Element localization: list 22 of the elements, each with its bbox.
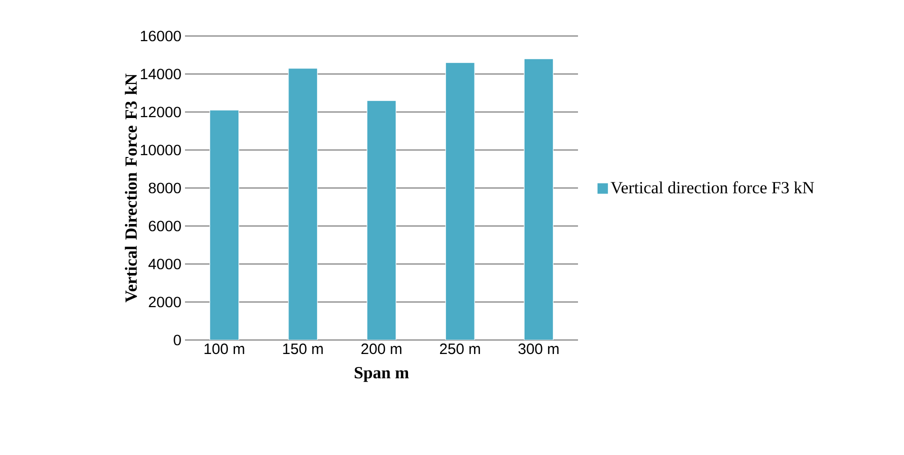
bar <box>445 62 475 340</box>
y-tick-label: 4000 <box>148 258 181 270</box>
y-tick-label: 8000 <box>148 182 181 194</box>
x-axis-title: Span m <box>354 366 409 382</box>
bar <box>288 68 318 340</box>
y-tick-label: 14000 <box>140 68 181 80</box>
y-tick-label: 2000 <box>148 296 181 308</box>
y-tick-label: 0 <box>174 334 181 346</box>
x-tick-label: 200 m <box>361 344 402 354</box>
bar <box>524 58 554 340</box>
bar <box>210 110 240 340</box>
bar <box>366 100 396 340</box>
x-tick-label: 100 m <box>204 344 244 354</box>
y-axis-title: Vertical Direction Force F3 kN <box>124 74 137 302</box>
y-tick-label: 12000 <box>140 106 181 118</box>
legend-label: Vertical direction force F3 kN <box>610 181 814 194</box>
y-tick-label: 10000 <box>140 144 181 156</box>
x-tick-label: 150 m <box>283 344 323 354</box>
x-tick-label: 250 m <box>440 344 480 354</box>
y-tick-label: 16000 <box>140 30 181 42</box>
x-tick-label: 300 m <box>518 344 559 354</box>
y-tick-label: 6000 <box>148 220 181 232</box>
